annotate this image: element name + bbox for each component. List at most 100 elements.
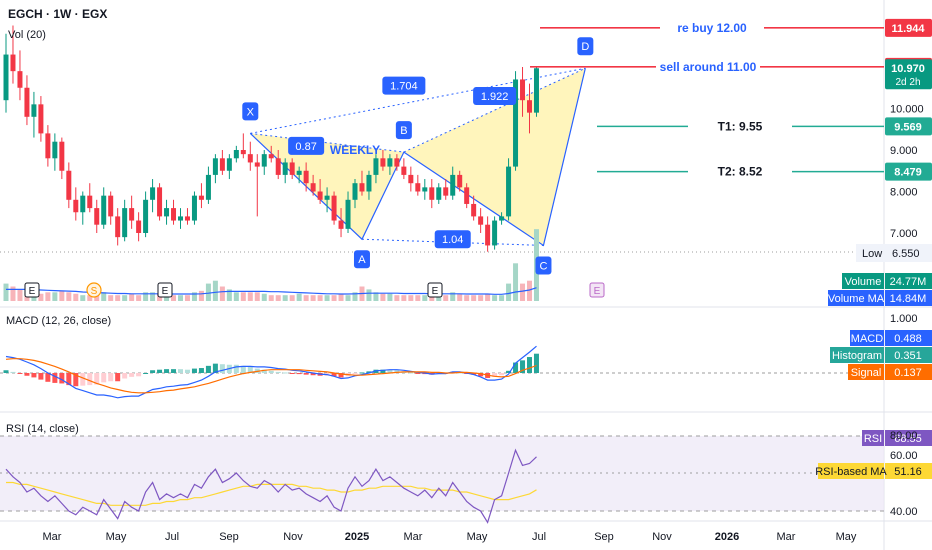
svg-text:MACD: MACD bbox=[851, 333, 883, 345]
split-event-icon[interactable]: S bbox=[86, 282, 102, 298]
candle[interactable] bbox=[233, 145, 239, 163]
candle[interactable] bbox=[101, 187, 107, 229]
candle[interactable] bbox=[387, 154, 393, 175]
candle[interactable] bbox=[178, 208, 183, 229]
candle[interactable] bbox=[3, 33, 9, 113]
candle[interactable] bbox=[261, 150, 267, 175]
macd-histogram-bar bbox=[352, 373, 358, 374]
volume-bar bbox=[178, 295, 183, 301]
candle[interactable] bbox=[310, 174, 316, 196]
candle[interactable] bbox=[157, 183, 163, 221]
candle[interactable] bbox=[450, 166, 456, 200]
candle[interactable] bbox=[59, 137, 65, 180]
candle[interactable] bbox=[296, 166, 302, 184]
candle[interactable] bbox=[443, 179, 449, 200]
level-rebuy[interactable]: re buy 12.00 11.944 bbox=[540, 18, 932, 37]
candle[interactable] bbox=[331, 191, 337, 225]
candle[interactable] bbox=[506, 158, 512, 221]
svg-text:68.55: 68.55 bbox=[894, 433, 922, 445]
candle[interactable] bbox=[240, 133, 246, 159]
upcoming-earnings-icon[interactable]: E bbox=[589, 282, 605, 298]
candle[interactable] bbox=[415, 174, 421, 196]
candle[interactable] bbox=[373, 154, 379, 184]
candle[interactable] bbox=[184, 208, 190, 225]
candle[interactable] bbox=[66, 162, 72, 209]
candle[interactable] bbox=[394, 154, 400, 171]
candle[interactable] bbox=[115, 208, 121, 246]
candle[interactable] bbox=[324, 187, 330, 213]
candle[interactable] bbox=[289, 158, 295, 180]
candle[interactable] bbox=[45, 125, 51, 167]
candle[interactable] bbox=[352, 179, 358, 209]
candle[interactable] bbox=[87, 183, 93, 213]
earnings-event-icon[interactable]: E bbox=[427, 282, 443, 298]
candle[interactable] bbox=[164, 199, 170, 225]
candle[interactable] bbox=[429, 179, 435, 209]
candle[interactable] bbox=[401, 158, 407, 180]
candle[interactable] bbox=[247, 141, 253, 171]
time-axis[interactable]: Mar May Jul Sep Nov 2025 Mar May Jul Sep Nov 2026 Ma… bbox=[43, 531, 857, 543]
candle[interactable] bbox=[73, 187, 79, 221]
harmonic-pattern[interactable] bbox=[249, 67, 586, 247]
candle[interactable] bbox=[533, 67, 539, 117]
candle[interactable] bbox=[471, 195, 477, 221]
candle[interactable] bbox=[31, 91, 37, 138]
candle[interactable] bbox=[492, 216, 498, 250]
candle[interactable] bbox=[219, 150, 225, 175]
candle[interactable] bbox=[282, 158, 288, 184]
candle[interactable] bbox=[422, 179, 428, 200]
candle[interactable] bbox=[226, 154, 232, 180]
svg-text:E: E bbox=[594, 286, 601, 297]
candle[interactable] bbox=[205, 166, 211, 204]
candle[interactable] bbox=[80, 191, 86, 225]
candle[interactable] bbox=[129, 195, 135, 229]
candle[interactable] bbox=[52, 133, 58, 171]
candle[interactable] bbox=[464, 183, 470, 209]
candle[interactable] bbox=[38, 96, 44, 142]
level-t2[interactable]: T2: 8.52 8.479 bbox=[597, 162, 932, 181]
candlesticks[interactable] bbox=[3, 25, 539, 252]
candle[interactable] bbox=[150, 179, 156, 213]
candle[interactable] bbox=[457, 170, 463, 192]
macd-histogram-bar bbox=[59, 373, 65, 384]
earnings-event-icon[interactable]: E bbox=[157, 282, 173, 298]
candle[interactable] bbox=[122, 199, 128, 242]
pattern-point-d-text: D bbox=[581, 41, 589, 53]
candle[interactable] bbox=[143, 191, 149, 238]
candle[interactable] bbox=[10, 25, 16, 84]
candle[interactable] bbox=[408, 166, 414, 192]
candle[interactable] bbox=[499, 212, 505, 225]
candle[interactable] bbox=[212, 154, 218, 184]
candle[interactable] bbox=[275, 150, 281, 180]
candle[interactable] bbox=[198, 183, 204, 209]
level-t1[interactable]: T1: 9.55 9.569 bbox=[597, 117, 932, 136]
candle[interactable] bbox=[380, 150, 386, 171]
candle[interactable] bbox=[527, 83, 532, 134]
candle[interactable] bbox=[17, 50, 23, 101]
candle[interactable] bbox=[338, 208, 344, 238]
candle[interactable] bbox=[317, 179, 323, 204]
candle[interactable] bbox=[136, 212, 142, 242]
candle[interactable] bbox=[513, 71, 519, 171]
candle[interactable] bbox=[520, 67, 526, 117]
candle[interactable] bbox=[171, 199, 177, 225]
candle[interactable] bbox=[366, 170, 372, 200]
candle[interactable] bbox=[485, 216, 491, 252]
candle[interactable] bbox=[345, 191, 351, 234]
candle[interactable] bbox=[24, 75, 30, 126]
candle[interactable] bbox=[108, 191, 114, 225]
candle[interactable] bbox=[191, 191, 197, 225]
candle[interactable] bbox=[359, 170, 365, 196]
price-axis[interactable]: 10.000 9.000 8.000 7.000 10.970 2d 2h Low 6.550 bbox=[856, 59, 932, 262]
candle[interactable] bbox=[303, 162, 309, 192]
candle[interactable] bbox=[94, 199, 100, 233]
volume-bar bbox=[198, 290, 204, 301]
candle[interactable] bbox=[478, 208, 484, 233]
candle[interactable] bbox=[436, 183, 442, 204]
candle[interactable] bbox=[254, 154, 260, 217]
candle[interactable] bbox=[268, 145, 274, 163]
earnings-event-icon[interactable]: E bbox=[24, 282, 40, 298]
macd-histogram-bar bbox=[471, 373, 477, 375]
